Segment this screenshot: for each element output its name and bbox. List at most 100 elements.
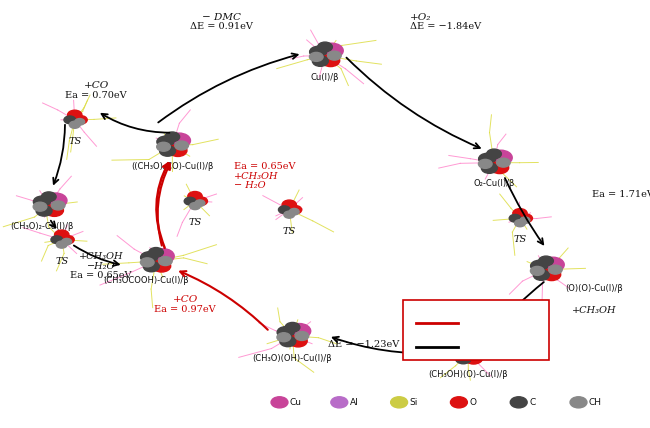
Circle shape — [534, 270, 549, 280]
Circle shape — [489, 150, 512, 165]
Circle shape — [570, 397, 587, 408]
Circle shape — [188, 191, 202, 201]
Circle shape — [146, 252, 166, 265]
Circle shape — [478, 159, 492, 168]
Text: −H₂O: −H₂O — [86, 262, 115, 271]
Circle shape — [195, 200, 205, 206]
Circle shape — [510, 397, 527, 408]
Circle shape — [75, 116, 87, 124]
Text: ΔE = −1.23eV: ΔE = −1.23eV — [328, 340, 400, 349]
Circle shape — [471, 349, 484, 357]
Circle shape — [282, 200, 296, 210]
Circle shape — [318, 42, 332, 52]
Circle shape — [484, 153, 504, 167]
Circle shape — [36, 206, 52, 216]
Circle shape — [520, 217, 530, 223]
Text: (CH₃OH)(O)-Cu(I)/β: (CH₃OH)(O)-Cu(I)/β — [428, 370, 508, 379]
Circle shape — [539, 256, 553, 266]
Circle shape — [331, 397, 348, 408]
Text: ΔE = −1.84eV: ΔE = −1.84eV — [410, 22, 480, 31]
Circle shape — [288, 324, 311, 339]
Text: Al: Al — [350, 398, 358, 407]
Circle shape — [33, 202, 47, 211]
Circle shape — [478, 153, 496, 164]
Circle shape — [42, 192, 56, 202]
Circle shape — [184, 197, 196, 205]
Circle shape — [151, 249, 174, 264]
Circle shape — [458, 344, 478, 357]
Text: − H₂O: − H₂O — [234, 181, 266, 190]
Circle shape — [322, 55, 340, 67]
Circle shape — [452, 350, 466, 359]
Circle shape — [195, 197, 207, 205]
Circle shape — [140, 252, 158, 263]
Circle shape — [320, 43, 343, 58]
Circle shape — [190, 202, 200, 210]
Text: Cu(I)/β: Cu(I)/β — [311, 72, 339, 82]
Circle shape — [509, 214, 521, 222]
Text: Ea = 0.97eV: Ea = 0.97eV — [155, 304, 216, 314]
Text: TS: TS — [68, 137, 81, 146]
Circle shape — [315, 46, 335, 60]
Circle shape — [313, 56, 328, 66]
Circle shape — [51, 236, 62, 244]
Text: (CH₃OCOOH)-Cu(I)/β: (CH₃OCOOH)-Cu(I)/β — [103, 276, 189, 285]
Circle shape — [497, 158, 510, 167]
Text: Ea = 0.70eV: Ea = 0.70eV — [66, 90, 127, 100]
Text: TS: TS — [514, 235, 526, 244]
Circle shape — [289, 335, 307, 347]
FancyBboxPatch shape — [403, 300, 549, 360]
Text: +CH₃OH: +CH₃OH — [572, 306, 616, 315]
Circle shape — [160, 146, 176, 156]
Text: C: C — [529, 398, 536, 407]
Circle shape — [33, 196, 51, 207]
Circle shape — [541, 257, 564, 272]
Circle shape — [289, 205, 302, 214]
Circle shape — [162, 136, 183, 150]
Text: (O)(O)-Cu(I)/β: (O)(O)-Cu(I)/β — [566, 284, 623, 294]
Circle shape — [543, 269, 561, 281]
Circle shape — [452, 344, 470, 355]
Circle shape — [38, 196, 59, 210]
Circle shape — [487, 149, 501, 159]
Circle shape — [530, 266, 544, 275]
Circle shape — [549, 265, 562, 274]
Text: (CH₃O)₂-Cu(I)/β: (CH₃O)₂-Cu(I)/β — [10, 222, 74, 232]
Text: +CH₃OH: +CH₃OH — [234, 172, 278, 181]
Circle shape — [328, 51, 341, 60]
Text: CH: CH — [589, 398, 602, 407]
Circle shape — [70, 121, 80, 128]
Circle shape — [515, 220, 525, 227]
Text: Ea = 0.65eV: Ea = 0.65eV — [234, 162, 296, 172]
Circle shape — [153, 260, 171, 272]
Text: O₂-Cu(I)/β: O₂-Cu(I)/β — [473, 178, 515, 188]
Text: Si: Si — [410, 398, 418, 407]
Text: +CH₃OH: +CH₃OH — [79, 252, 123, 262]
Circle shape — [44, 193, 67, 208]
Circle shape — [309, 52, 323, 61]
Circle shape — [450, 397, 467, 408]
Circle shape — [309, 46, 327, 57]
Circle shape — [391, 397, 408, 408]
Circle shape — [277, 333, 291, 342]
Text: Cu: Cu — [290, 398, 302, 407]
Circle shape — [159, 257, 172, 265]
Text: +O₂: +O₂ — [410, 12, 431, 22]
Circle shape — [491, 162, 509, 174]
Circle shape — [536, 260, 556, 274]
Circle shape — [51, 201, 65, 210]
Text: ΔE = 0.91eV: ΔE = 0.91eV — [190, 22, 252, 31]
Circle shape — [57, 241, 67, 248]
Text: +CO: +CO — [173, 295, 198, 304]
Circle shape — [482, 163, 497, 173]
Text: Path II: Path II — [466, 340, 511, 353]
Circle shape — [46, 205, 64, 217]
Circle shape — [169, 145, 187, 157]
Circle shape — [68, 110, 82, 120]
Circle shape — [295, 332, 309, 340]
Text: O: O — [469, 398, 476, 407]
Circle shape — [456, 354, 471, 364]
Circle shape — [513, 208, 527, 218]
Text: Ea = 0.65eV: Ea = 0.65eV — [70, 271, 131, 280]
Circle shape — [530, 260, 548, 271]
